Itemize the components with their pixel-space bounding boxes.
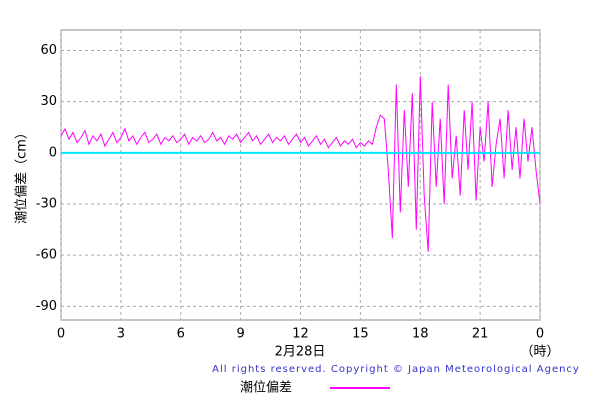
x-tick-label: 0 (536, 327, 544, 342)
x-tick-label: 0 (57, 327, 65, 342)
x-tick-label: 15 (352, 327, 369, 342)
y-tick-label: 30 (40, 94, 57, 109)
y-axis-label: 潮位偏差（cm） (15, 126, 30, 224)
x-axis-unit: （時） (520, 345, 559, 360)
y-tick-label: -90 (36, 299, 57, 314)
copyright: All rights reserved. Copyright © Japan M… (212, 364, 580, 375)
y-tick-label: -60 (36, 248, 57, 263)
x-tick-label: 12 (292, 327, 309, 342)
x-axis-label: 2月28日 (275, 345, 326, 360)
legend-label: 潮位偏差 (240, 381, 292, 396)
x-tick-label: 21 (472, 327, 489, 342)
data-line (60, 76, 541, 252)
x-tick-label: 18 (412, 327, 429, 342)
x-tick-label: 3 (117, 327, 125, 342)
y-tick-label: 0 (49, 145, 57, 160)
x-tick-label: 9 (236, 327, 244, 342)
x-tick-label: 6 (177, 327, 185, 342)
y-tick-label: 60 (40, 43, 57, 58)
y-tick-label: -30 (36, 197, 57, 212)
